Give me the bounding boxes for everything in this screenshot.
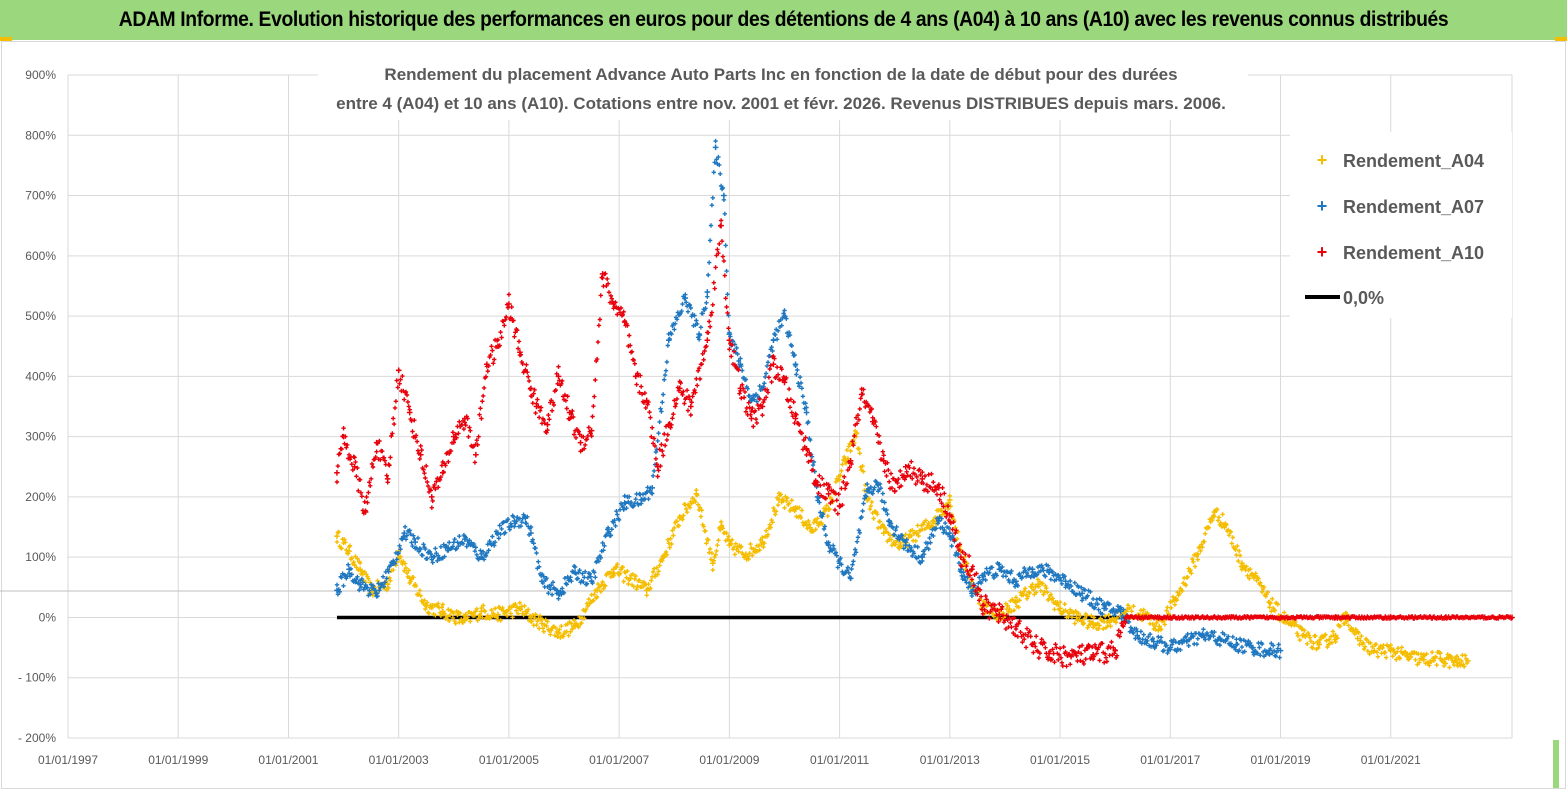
data-point bbox=[439, 470, 446, 476]
chart-title-line1: Rendement du placement Advance Auto Part… bbox=[384, 65, 1177, 84]
legend-marker-a10-icon: + bbox=[1317, 242, 1328, 262]
data-point bbox=[1073, 614, 1080, 621]
data-point bbox=[428, 494, 435, 500]
data-point bbox=[748, 415, 755, 422]
data-point bbox=[958, 554, 964, 560]
y-tick-label: 800% bbox=[25, 128, 56, 142]
data-point bbox=[539, 620, 545, 627]
data-point bbox=[825, 491, 832, 497]
data-point bbox=[947, 497, 953, 503]
chart-title: Rendement du placement Advance Auto Part… bbox=[318, 56, 1248, 120]
x-tick-label: 01/01/2021 bbox=[1361, 753, 1421, 767]
data-point bbox=[334, 533, 340, 539]
y-tick-label: - 100% bbox=[18, 671, 56, 685]
legend-label-zero: 0,0% bbox=[1343, 288, 1384, 308]
x-tick-label: 01/01/2017 bbox=[1140, 753, 1200, 767]
data-point bbox=[373, 439, 380, 446]
chart-frame bbox=[1, 41, 1566, 789]
legend-item-zero: 0,0% bbox=[1305, 288, 1384, 308]
data-point bbox=[544, 421, 551, 428]
x-tick-label: 01/01/1997 bbox=[38, 753, 98, 767]
data-point bbox=[704, 289, 711, 295]
data-point bbox=[712, 144, 719, 151]
y-tick-label: 0% bbox=[39, 610, 57, 624]
legend-item-a10: + Rendement_A10 bbox=[1317, 242, 1484, 263]
scatter-cloud bbox=[334, 218, 1514, 669]
x-tick-label: 01/01/1999 bbox=[148, 753, 208, 767]
data-point bbox=[473, 451, 479, 458]
x-tick-label: 01/01/2007 bbox=[589, 753, 649, 767]
legend-marker-a04-icon: + bbox=[1317, 150, 1328, 170]
corner-marker bbox=[1553, 740, 1559, 788]
x-tick-label: 01/01/2009 bbox=[699, 753, 759, 767]
x-tick-label: 01/01/2011 bbox=[810, 753, 869, 767]
chart-title-line2: entre 4 (A04) et 10 ans (A10). Cotations… bbox=[336, 94, 1226, 113]
legend-item-a04: + Rendement_A04 bbox=[1317, 150, 1484, 171]
data-point bbox=[770, 361, 777, 368]
x-tick-label: 01/01/2003 bbox=[369, 753, 429, 767]
data-point bbox=[721, 192, 727, 199]
data-point bbox=[792, 415, 799, 422]
report-banner: ADAM Informe. Evolution historique des p… bbox=[0, 0, 1567, 40]
y-tick-label: 200% bbox=[25, 490, 56, 504]
y-tick-label: 400% bbox=[25, 369, 56, 383]
corner-marker bbox=[1555, 37, 1567, 41]
data-point bbox=[1062, 578, 1069, 585]
x-tick-label: 01/01/2015 bbox=[1030, 753, 1090, 767]
data-point bbox=[996, 611, 1003, 618]
data-point bbox=[687, 403, 694, 410]
banner-title: ADAM Informe. Evolution historique des p… bbox=[118, 8, 1449, 31]
data-point bbox=[726, 337, 733, 343]
y-tick-label: 600% bbox=[25, 249, 56, 263]
scatter-cloud bbox=[334, 138, 1282, 660]
data-point bbox=[577, 439, 584, 446]
legend: + Rendement_A04 + Rendement_A07 + Rendem… bbox=[1290, 132, 1512, 318]
y-tick-label: 900% bbox=[25, 68, 56, 82]
data-point bbox=[803, 409, 810, 416]
data-point bbox=[704, 337, 711, 343]
y-tick-label: 700% bbox=[25, 189, 56, 203]
corner-marker bbox=[0, 37, 12, 41]
data-point bbox=[902, 463, 909, 470]
legend-label-a07: Rendement_A07 bbox=[1343, 197, 1484, 217]
y-tick-label: - 200% bbox=[18, 731, 56, 745]
legend-item-a07: + Rendement_A07 bbox=[1317, 196, 1484, 217]
legend-marker-a07-icon: + bbox=[1317, 196, 1328, 216]
data-point bbox=[351, 463, 358, 470]
series-Rendement_A07 bbox=[334, 138, 1284, 660]
data-point bbox=[969, 566, 975, 573]
data-point bbox=[1239, 560, 1245, 567]
y-tick-label: 100% bbox=[25, 550, 56, 564]
legend-label-a04: Rendement_A04 bbox=[1343, 151, 1484, 171]
legend-label-a10: Rendement_A10 bbox=[1343, 243, 1484, 263]
series-Rendement_A10 bbox=[334, 218, 1515, 669]
x-tick-label: 01/01/2019 bbox=[1250, 753, 1310, 767]
x-tick-label: 01/01/2005 bbox=[479, 753, 539, 767]
data-point bbox=[696, 331, 702, 337]
y-tick-label: 300% bbox=[25, 430, 56, 444]
x-tick-label: 01/01/2001 bbox=[258, 753, 318, 767]
y-tick-label: 500% bbox=[25, 309, 56, 323]
data-point bbox=[1277, 647, 1284, 654]
data-point bbox=[880, 530, 887, 536]
x-tick-label: 01/01/2013 bbox=[920, 753, 980, 767]
data-point bbox=[334, 470, 340, 476]
data-point bbox=[1354, 635, 1361, 642]
data-point bbox=[919, 476, 926, 482]
